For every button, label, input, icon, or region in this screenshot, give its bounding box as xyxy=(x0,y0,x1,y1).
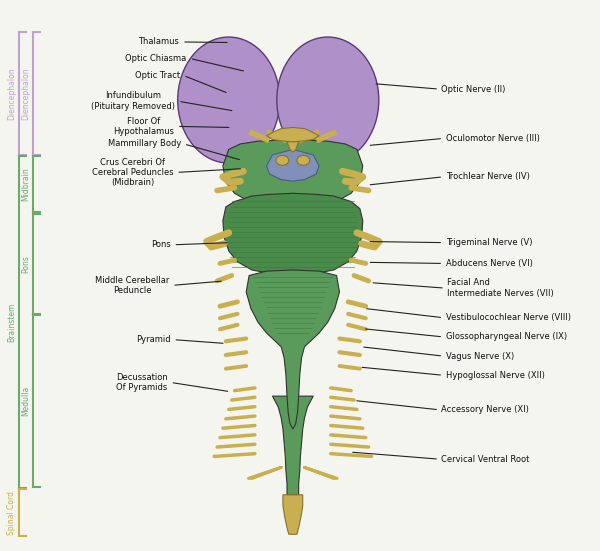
Text: Spinal Cord: Spinal Cord xyxy=(7,490,16,534)
Text: Vestibulocochlear Nerve (VIII): Vestibulocochlear Nerve (VIII) xyxy=(446,313,571,322)
Text: Pyramid: Pyramid xyxy=(136,335,170,344)
Polygon shape xyxy=(266,149,319,181)
Text: Diencephalon: Diencephalon xyxy=(22,67,31,120)
Polygon shape xyxy=(266,127,319,142)
Text: Mammillary Body: Mammillary Body xyxy=(107,139,181,148)
Ellipse shape xyxy=(178,37,280,163)
Polygon shape xyxy=(246,270,340,429)
Text: Thalamus: Thalamus xyxy=(138,37,179,46)
Text: Crus Cerebri Of
Cerebral Peduncles
(Midbrain): Crus Cerebri Of Cerebral Peduncles (Midb… xyxy=(92,158,173,187)
Text: Optic Nerve (II): Optic Nerve (II) xyxy=(442,85,506,94)
Text: Accessory Nerve (XI): Accessory Nerve (XI) xyxy=(442,406,529,414)
Polygon shape xyxy=(283,495,303,534)
Polygon shape xyxy=(287,142,299,152)
Ellipse shape xyxy=(297,155,310,165)
Text: Medulla: Medulla xyxy=(22,386,31,416)
Text: Glossopharyngeal Nerve (IX): Glossopharyngeal Nerve (IX) xyxy=(446,332,566,342)
Text: Infundibulum
(Pituitary Removed): Infundibulum (Pituitary Removed) xyxy=(91,91,175,111)
Text: Abducens Nerve (VI): Abducens Nerve (VI) xyxy=(446,259,532,268)
Polygon shape xyxy=(223,193,363,274)
Text: Cervical Ventral Root: Cervical Ventral Root xyxy=(442,455,530,463)
Text: Brainstem: Brainstem xyxy=(7,302,16,342)
Text: Facial And
Intermediate Nerves (VII): Facial And Intermediate Nerves (VII) xyxy=(448,278,554,298)
Text: Trochlear Nerve (IV): Trochlear Nerve (IV) xyxy=(446,172,529,181)
Text: Optic Chiasma: Optic Chiasma xyxy=(125,54,187,63)
Text: Vagus Nerve (X): Vagus Nerve (X) xyxy=(446,352,514,360)
Ellipse shape xyxy=(277,37,379,163)
Polygon shape xyxy=(272,396,313,495)
Text: Trigeminal Nerve (V): Trigeminal Nerve (V) xyxy=(446,238,532,247)
Text: Middle Cerebellar
Peduncle: Middle Cerebellar Peduncle xyxy=(95,276,169,295)
Text: Hypoglossal Nerve (XII): Hypoglossal Nerve (XII) xyxy=(446,371,544,380)
Text: Optic Tract: Optic Tract xyxy=(135,71,181,80)
Ellipse shape xyxy=(276,155,289,165)
Text: Diencephalon: Diencephalon xyxy=(7,67,16,120)
Text: Pons: Pons xyxy=(151,240,170,249)
Text: Midbrain: Midbrain xyxy=(22,168,31,201)
Text: Pons: Pons xyxy=(22,255,31,273)
Text: Decussation
Of Pyramids: Decussation Of Pyramids xyxy=(116,372,167,392)
Text: Oculomotor Nerve (III): Oculomotor Nerve (III) xyxy=(446,134,539,143)
Text: Floor Of
Hypothalamus: Floor Of Hypothalamus xyxy=(113,117,174,136)
Polygon shape xyxy=(223,139,363,209)
